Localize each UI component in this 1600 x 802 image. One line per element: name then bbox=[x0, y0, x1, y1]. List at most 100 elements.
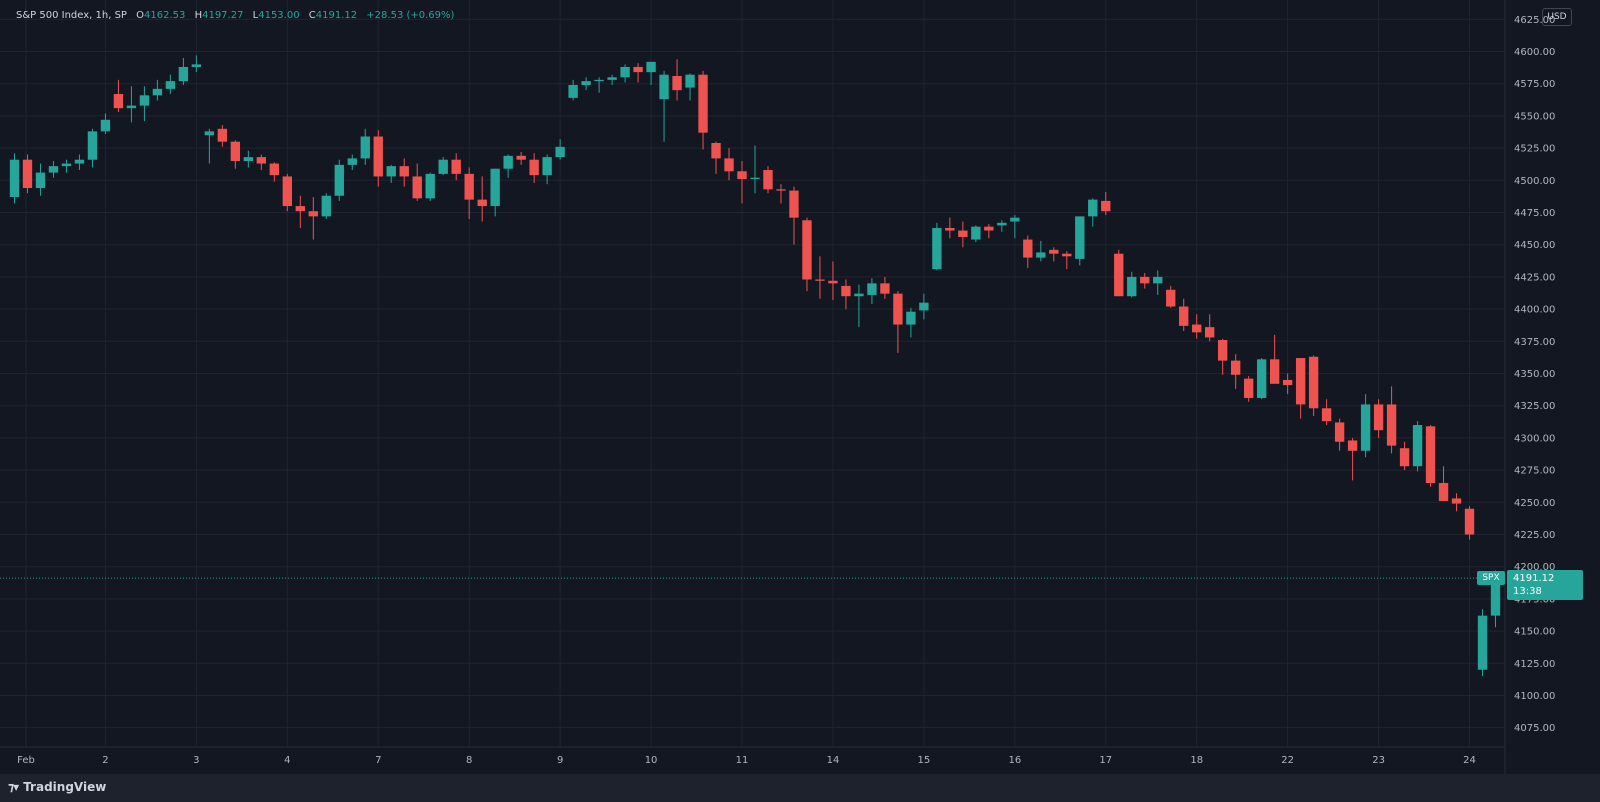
tradingview-brand: TradingView bbox=[23, 780, 107, 794]
price-tick-label: 4275.00 bbox=[1514, 466, 1555, 477]
candle-body bbox=[672, 75, 682, 91]
candle-body bbox=[178, 66, 189, 82]
price-tick-label: 4450.00 bbox=[1514, 240, 1555, 251]
time-tick-label: 10 bbox=[645, 755, 658, 766]
candle-body bbox=[503, 155, 513, 169]
candle-body bbox=[919, 302, 929, 311]
candle-body bbox=[87, 131, 98, 160]
candle-body bbox=[282, 176, 292, 207]
chart-legend: S&P 500 Index, 1h, SP O4162.53 H4197.27 … bbox=[16, 10, 454, 21]
candle-body bbox=[516, 155, 526, 160]
candle-body bbox=[22, 159, 33, 189]
time-tick-label: 16 bbox=[1008, 755, 1021, 766]
price-scale-panel[interactable] bbox=[1505, 0, 1600, 774]
candle-body bbox=[477, 199, 487, 207]
candle-body bbox=[1075, 216, 1085, 259]
price-tick-label: 4400.00 bbox=[1514, 305, 1555, 316]
candle-body bbox=[685, 74, 695, 88]
candle-body bbox=[1464, 508, 1475, 535]
candle-body bbox=[256, 157, 267, 164]
candle-body bbox=[906, 311, 916, 325]
candle-body bbox=[321, 195, 331, 217]
time-tick-label: 22 bbox=[1281, 755, 1294, 766]
candle-body bbox=[451, 159, 461, 174]
candle-body bbox=[1101, 200, 1111, 212]
candle-body bbox=[100, 119, 111, 132]
price-tick-label: 4100.00 bbox=[1514, 691, 1555, 702]
candle-body bbox=[230, 141, 241, 161]
candle-body bbox=[737, 171, 747, 180]
time-tick-label: 15 bbox=[918, 755, 931, 766]
candle-body bbox=[1438, 482, 1449, 502]
time-tick-label: 9 bbox=[557, 755, 563, 766]
candle-body bbox=[542, 157, 552, 176]
candle-body bbox=[958, 230, 968, 237]
candle-body bbox=[139, 95, 150, 106]
candle-body bbox=[35, 172, 46, 189]
candle-body bbox=[1153, 276, 1163, 284]
candle-body bbox=[555, 146, 565, 158]
candle-body bbox=[165, 81, 176, 89]
candle-body bbox=[724, 158, 734, 172]
time-axis: Feb 2 3 4 7 8 9 10 11 14 15 16 17 18 22 23 24 bbox=[17, 755, 1476, 766]
time-tick-label: 24 bbox=[1463, 755, 1476, 766]
price-axis: 4625.00 4600.00 4575.00 4550.00 4525.00 4500.… bbox=[1514, 15, 1555, 734]
candle-body bbox=[1321, 408, 1332, 422]
candle-body bbox=[1373, 404, 1384, 431]
candle-body bbox=[971, 226, 981, 240]
price-tick-label: 4325.00 bbox=[1514, 401, 1555, 412]
candle-body bbox=[360, 136, 370, 159]
candle-body bbox=[1231, 360, 1241, 375]
candle-body bbox=[581, 81, 591, 86]
candle-body bbox=[438, 159, 448, 174]
candle-body bbox=[126, 105, 137, 109]
candle-body bbox=[997, 222, 1007, 226]
time-tick-label: 17 bbox=[1099, 755, 1112, 766]
currency-button[interactable]: USD bbox=[1542, 8, 1572, 26]
footer-bar: ⁊▾ TradingView bbox=[0, 774, 1600, 802]
candle-body bbox=[620, 66, 630, 78]
candle-body bbox=[1243, 378, 1254, 398]
candle-body bbox=[295, 206, 305, 212]
candle-body bbox=[1127, 276, 1137, 297]
candle-body bbox=[984, 226, 994, 231]
candle-body bbox=[815, 279, 825, 281]
price-tick-label: 4375.00 bbox=[1514, 337, 1555, 348]
price-tick-label: 4225.00 bbox=[1514, 530, 1555, 541]
candle-body bbox=[1490, 578, 1501, 616]
candles bbox=[9, 55, 1501, 677]
candle-body bbox=[490, 168, 500, 207]
tradingview-logo[interactable]: ⁊▾ TradingView bbox=[8, 780, 106, 794]
candle-body bbox=[802, 220, 812, 280]
candle-body bbox=[854, 293, 864, 297]
candle-body bbox=[464, 173, 474, 200]
candle-body bbox=[347, 158, 357, 165]
candle-body bbox=[828, 280, 838, 284]
price-tick-label: 4475.00 bbox=[1514, 208, 1555, 219]
candle-body bbox=[1218, 340, 1228, 361]
last-price-badge: 4191.12 13:38 bbox=[1507, 570, 1583, 601]
tradingview-logo-icon: ⁊▾ bbox=[8, 780, 19, 794]
candle-body bbox=[1023, 239, 1033, 258]
candle-body bbox=[399, 166, 409, 177]
last-price-value: 4191.12 bbox=[1513, 573, 1555, 585]
candle-body bbox=[776, 189, 786, 191]
candle-body bbox=[607, 77, 617, 80]
candle-body bbox=[841, 285, 851, 297]
candle-body bbox=[1179, 306, 1189, 326]
candle-body bbox=[61, 163, 72, 167]
legend-symbol[interactable]: S&P 500 Index, 1h, SP bbox=[16, 10, 127, 21]
legend-high: 4197.27 bbox=[202, 10, 244, 21]
candle-body bbox=[893, 293, 903, 325]
price-tick-label: 4250.00 bbox=[1514, 498, 1555, 509]
candle-body bbox=[1425, 426, 1436, 483]
candle-body bbox=[1295, 358, 1306, 405]
candle-body bbox=[1166, 289, 1176, 307]
candle-body bbox=[269, 163, 279, 176]
price-tick-label: 4500.00 bbox=[1514, 176, 1555, 187]
candle-body bbox=[1205, 327, 1215, 338]
candle-body bbox=[1140, 276, 1150, 284]
legend-change: +28.53 (+0.69%) bbox=[366, 10, 455, 21]
